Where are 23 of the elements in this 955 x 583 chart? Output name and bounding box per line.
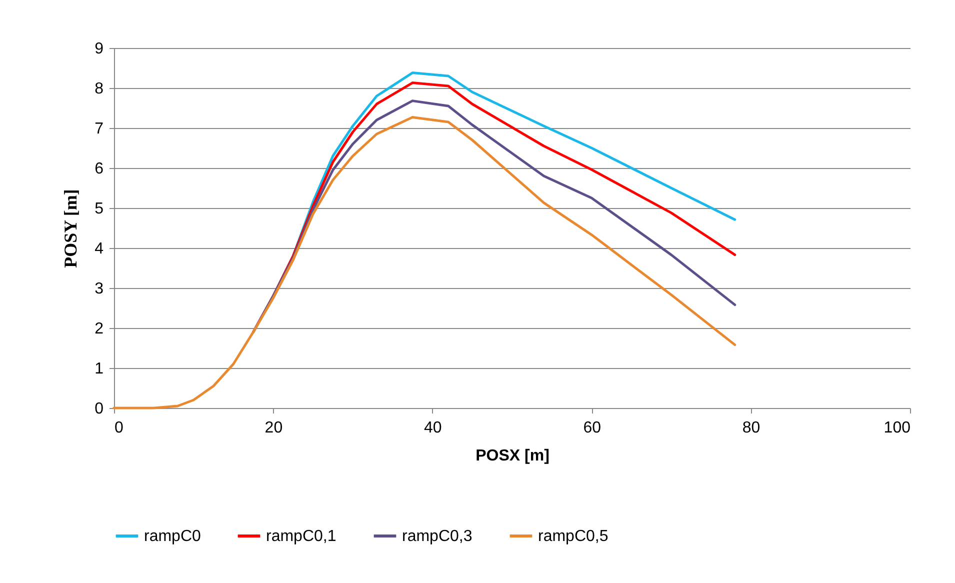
y-tick-label: 6 [94,160,104,178]
x-tick-label: 40 [424,420,442,436]
x-tick-label: 80 [742,420,760,436]
y-tick-label: 3 [94,280,104,298]
y-tick-label: 9 [94,40,104,58]
y-axis-title: POSY [m] [60,189,81,268]
x-axis-title: POSX [m] [476,448,550,464]
legend-label: rampC0,1 [266,528,336,545]
y-tick-label: 4 [94,240,104,258]
y-tick-label: 1 [94,360,104,378]
y-tick-label: 2 [94,320,104,338]
legend-label: rampC0,5 [538,528,608,545]
x-tick-label: 100 [884,420,911,436]
y-tick-label: 0 [94,400,104,418]
x-tick-label: 0 [114,420,124,436]
x-tick-label: 20 [264,420,283,436]
line-series [112,116,736,410]
y-tick-label: 8 [94,80,104,98]
y-tick-label: 7 [94,120,104,138]
legend-label: rampC0,3 [402,528,472,545]
x-tick-label: 60 [583,420,602,436]
legend-label: rampC0 [144,528,202,545]
y-tick-label: 5 [94,200,104,218]
